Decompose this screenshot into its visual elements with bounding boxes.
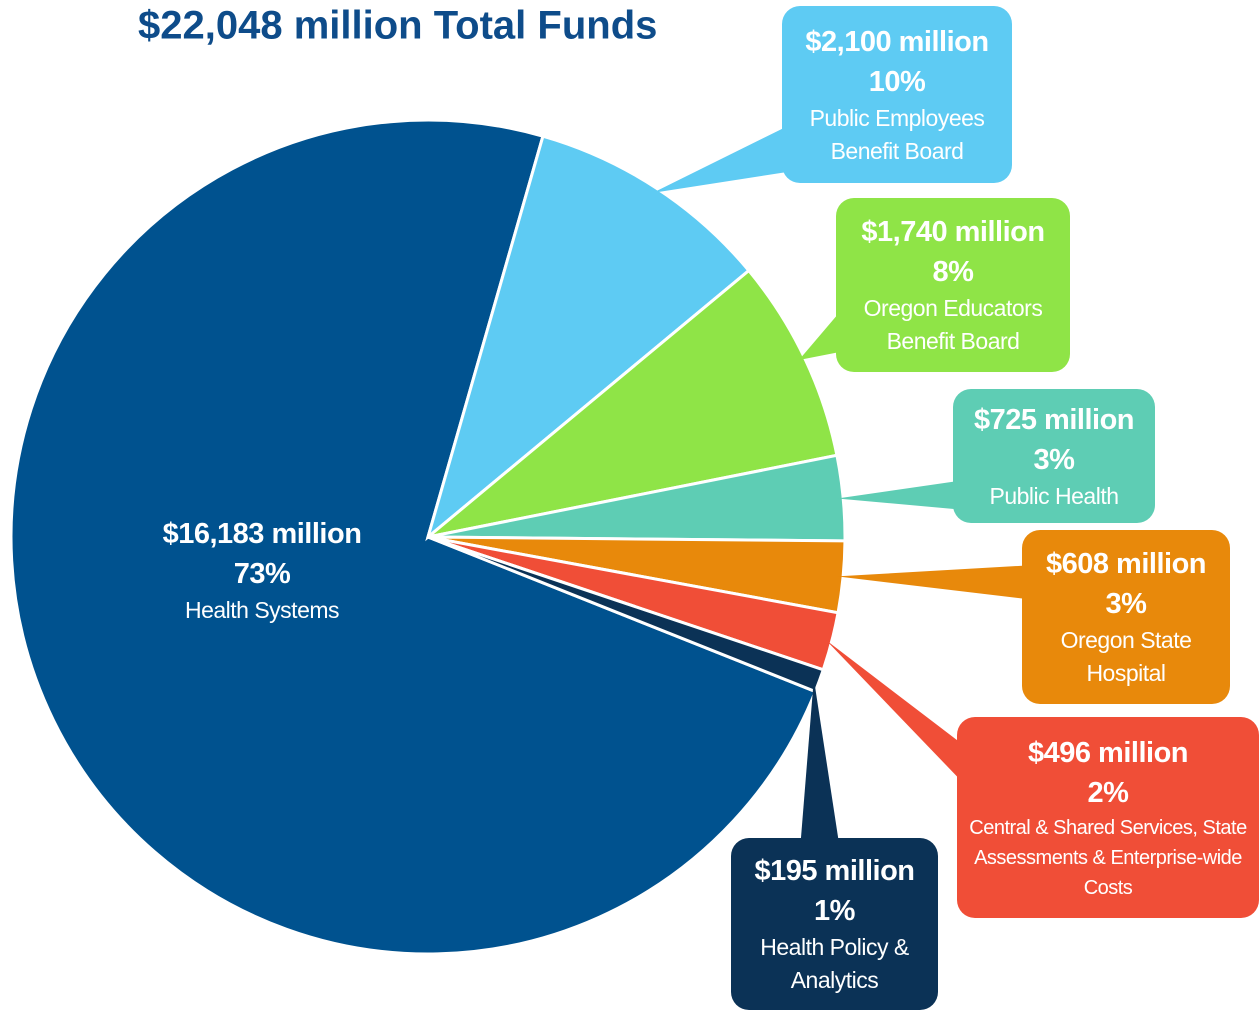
category-label: Central & Shared Services, State Assessm… (969, 816, 1247, 899)
category-label: Health Systems (184, 596, 340, 623)
callout-pointer (837, 565, 1035, 600)
pie (9, 118, 847, 956)
value-label: $16,183 million (162, 517, 362, 550)
label-box: $16,183 million 73% Health Systems (112, 505, 412, 635)
label-box: $725 million 3% Public Health (953, 389, 1155, 523)
percentage-label: 1% (814, 895, 855, 927)
callout-pointer (652, 120, 800, 193)
category-label: Public Employees Benefit Board (809, 104, 985, 164)
value-label: $608 million (1045, 548, 1207, 580)
percentage-label: 2% (1087, 776, 1129, 809)
label-box: $195 million 1% Health Policy & Analytics (731, 838, 938, 1010)
pie-slice (9, 118, 818, 956)
value-label: $496 million (1027, 736, 1189, 769)
percentage-label: 3% (1105, 588, 1147, 620)
category-label: Public Health (989, 482, 1119, 509)
value-label: $725 million (973, 403, 1135, 436)
category-label: Oregon Educators Benefit Board (863, 295, 1043, 354)
percentage-label: 3% (1033, 443, 1075, 476)
category-label: Oregon State Hospital (1060, 627, 1192, 686)
label-box: $1,740 million 8% Oregon Educators Benefit… (836, 198, 1070, 372)
pie-slice (425, 134, 751, 542)
value-label: $195 million (754, 855, 915, 887)
chart-title: $22,048 million Total Funds (138, 4, 657, 48)
callout-pointer (825, 640, 970, 790)
category-label: Health Policy & Analytics (760, 934, 909, 993)
callout-pointer (837, 480, 965, 510)
percentage-label: 8% (932, 256, 974, 288)
label-box: $608 million 3% Oregon State Hospital (1022, 530, 1230, 704)
label-box: $496 million 2% Central & Shared Services,… (957, 717, 1259, 918)
value-label: $1,740 million (861, 216, 1045, 248)
callout-pointer (800, 678, 840, 850)
value-label: $2,100 million (805, 25, 989, 58)
percentage-label: 10% (868, 65, 926, 98)
label-box: $2,100 million 10% Public Employees Benefi… (782, 6, 1012, 183)
percentage-label: 73% (233, 557, 291, 590)
